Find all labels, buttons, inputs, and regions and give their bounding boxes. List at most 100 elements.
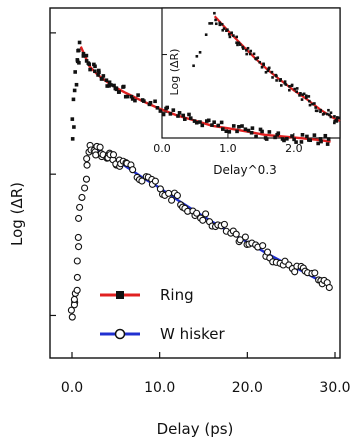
whisker-marker [236,236,244,244]
ring-marker [258,127,263,132]
ring-marker [323,133,328,138]
ring-marker [114,86,119,90]
ring-marker [107,80,112,85]
ring-marker [72,88,77,93]
ring-marker [104,78,109,83]
whisker-marker [311,269,319,277]
inset-marker [221,28,225,32]
ring-marker [121,84,126,89]
ring-marker [81,51,86,56]
ring-marker [235,129,239,134]
inset-marker [266,69,270,73]
ring-marker [249,130,254,135]
inset-marker [213,11,216,15]
whisker-marker [173,191,181,200]
inset-marker [256,56,260,59]
inset-marker [333,121,336,125]
ring-marker [84,53,89,58]
inset-marker [271,76,274,79]
whisker-marker [78,193,86,202]
whisker-marker [83,155,91,163]
ring-marker [300,133,305,137]
whisker-marker [81,184,89,192]
ring-marker [93,69,97,74]
inset-marker [295,87,299,90]
inset-marker [313,102,316,105]
whisker-marker [220,220,228,228]
inset-marker [335,120,339,123]
whisker-marker [232,230,240,238]
ring-marker [75,58,80,62]
ring-marker [153,99,157,104]
ring-marker [93,64,97,69]
inset-marker [241,47,245,50]
whisker-marker [68,313,76,321]
ring-marker [246,128,251,133]
inset-marker [321,113,325,116]
ring-marker [92,62,96,67]
inset-marker [245,49,248,52]
whisker-marker [193,209,201,217]
inset-marker [284,83,288,86]
inset-marker [245,52,248,56]
legend-marker-ring [116,291,124,299]
ring-marker [224,129,229,134]
inset-marker [314,106,317,109]
inset-marker [333,115,336,118]
ring-marker [96,73,100,77]
inset-marker [299,91,302,95]
inset-marker [195,55,199,58]
inset-marker [300,98,304,101]
ring-marker [158,109,163,113]
ring-marker [181,113,186,118]
inset-marker [337,116,340,120]
whisker-marker [83,161,91,169]
ring-marker [182,117,187,121]
ring-marker [101,74,106,78]
inset-marker [226,28,229,31]
inset-marker [308,99,311,103]
ring-marker [161,112,166,117]
ring-marker [273,135,277,140]
ring-marker [188,116,193,120]
whisker-marker [202,210,210,218]
ring-marker [72,125,76,129]
inset-marker [220,22,224,26]
ring-marker [194,120,199,125]
whisker-marker [259,242,267,250]
inset-marker [237,41,241,45]
inset-marker [308,103,312,107]
inset-marker [258,60,262,64]
ring-marker [192,119,197,123]
ring-marker [219,120,224,125]
inset-marker [307,95,311,98]
inset-marker [248,52,252,56]
inset-marker [295,90,298,93]
ring-marker [105,84,110,88]
ring-marker [133,98,137,103]
whisker-marker [325,283,333,292]
inset-marker [270,70,274,74]
inset-marker [329,111,333,115]
ring-marker [294,140,298,144]
inset-marker [252,52,256,56]
legend-marker-whisker [114,328,126,340]
ring-marker [237,124,241,129]
ring-marker [87,62,92,67]
ring-marker [282,138,286,143]
whisker-marker [73,257,81,265]
inset-marker [214,18,217,22]
ring-marker [130,97,135,101]
whisker-marker [168,196,176,204]
ring-marker [77,40,82,45]
whisker-marker [70,295,78,303]
inset-marker [208,22,211,25]
main-x-tick-label-2: 20.0 [232,380,263,396]
inset-marker [315,109,319,113]
inset-marker [222,27,226,30]
whisker-marker [96,143,104,151]
ring-marker [84,59,89,63]
ring-marker [129,94,134,99]
inset-marker [238,43,242,46]
whisker-marker [82,175,91,183]
